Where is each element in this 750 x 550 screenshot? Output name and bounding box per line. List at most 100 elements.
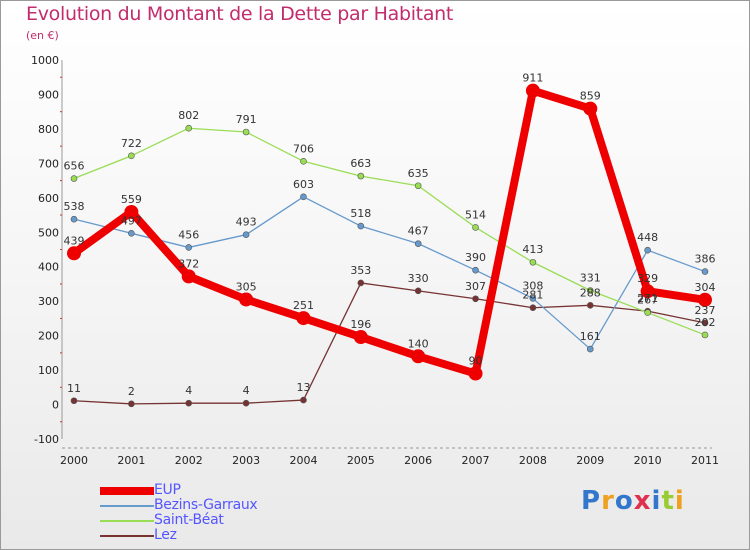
data-label-saint-b-at: 802 — [178, 109, 199, 122]
data-point-saint-b-at — [586, 287, 594, 294]
data-label-lez: 13 — [296, 381, 310, 394]
series-line-eup — [70, 86, 709, 378]
x-tick-label: 2006 — [404, 454, 432, 467]
y-tick-label: 700 — [38, 157, 59, 170]
x-tick-label: 2008 — [519, 454, 547, 467]
data-point-saint-b-at — [414, 182, 422, 190]
data-point-lez — [414, 287, 422, 295]
y-tick-label: 600 — [38, 192, 59, 205]
data-label-saint-b-at: 791 — [236, 113, 257, 126]
legend-swatch — [100, 535, 154, 537]
x-tick-label: 2007 — [462, 454, 490, 467]
x-tick-label: 2003 — [232, 454, 260, 467]
brand-letter: t — [661, 486, 675, 516]
data-label-saint-b-at: 635 — [408, 167, 429, 180]
data-label-saint-b-at: 722 — [121, 137, 142, 150]
data-label-eup: 911 — [522, 72, 543, 85]
data-label-bezins-garraux: 493 — [236, 216, 257, 229]
data-label-lez: 4 — [243, 384, 250, 397]
data-point-saint-b-at — [472, 224, 479, 231]
data-point-eup — [640, 284, 655, 299]
y-tick-label: 500 — [38, 226, 59, 239]
data-label-lez: 11 — [67, 382, 81, 395]
y-tick-label: 200 — [38, 330, 59, 343]
legend-swatch — [100, 520, 154, 522]
data-point-bezins-garraux — [185, 244, 193, 251]
y-tick-label: 400 — [38, 261, 59, 274]
data-point-saint-b-at — [242, 128, 250, 136]
data-label-bezins-garraux: 603 — [293, 178, 314, 191]
data-label-lez: 330 — [408, 272, 429, 285]
data-point-eup — [468, 366, 483, 381]
data-point-eup — [698, 292, 712, 307]
data-label-eup: 251 — [293, 299, 314, 312]
data-point-bezins-garraux — [242, 231, 250, 238]
data-label-saint-b-at: 514 — [465, 208, 486, 221]
data-label-lez: 281 — [522, 289, 543, 302]
x-tick-label: 2001 — [117, 454, 145, 467]
data-label-bezins-garraux: 161 — [580, 330, 601, 343]
data-point-lez — [70, 397, 78, 405]
data-label-saint-b-at: 267 — [637, 294, 658, 307]
data-label-eup: 372 — [178, 257, 199, 270]
brand-letter: r — [601, 486, 615, 516]
data-point-saint-b-at — [644, 309, 651, 316]
y-tick-label: -100 — [34, 433, 59, 446]
series-lines — [67, 83, 712, 408]
data-label-bezins-garraux: 386 — [695, 253, 716, 266]
data-point-lez — [300, 396, 307, 404]
data-point-bezins-garraux — [70, 215, 78, 223]
data-label-saint-b-at: 656 — [64, 160, 85, 173]
series-line-saint-b-at — [73, 127, 706, 336]
legend-label: Lez — [154, 527, 177, 543]
data-point-lez — [701, 319, 709, 327]
data-label-lez: 307 — [465, 280, 486, 293]
data-label-saint-b-at: 331 — [580, 272, 601, 285]
brand-letter: i — [651, 486, 662, 516]
data-label-lez: 4 — [185, 384, 192, 397]
x-tick-label: 2002 — [175, 454, 203, 467]
data-point-eup — [181, 269, 196, 284]
chart-title: Evolution du Montant de la Dette par Hab… — [26, 3, 454, 25]
y-tick-label: 800 — [38, 123, 59, 136]
data-point-lez — [529, 304, 537, 312]
x-tick-label: 2011 — [691, 454, 719, 467]
y-tick-label: 900 — [38, 88, 59, 101]
x-tick-label: 2004 — [289, 454, 317, 467]
data-point-eup — [525, 83, 540, 98]
data-label-bezins-garraux: 390 — [465, 251, 486, 264]
brand-letter: x — [633, 486, 652, 516]
data-label-lez: 288 — [580, 286, 601, 299]
data-label-bezins-garraux: 497 — [121, 214, 142, 227]
y-tick-label: 1000 — [31, 54, 59, 67]
data-point-saint-b-at — [357, 172, 365, 180]
chart-unit: (en €) — [26, 29, 59, 42]
data-label-saint-b-at: 663 — [350, 157, 371, 170]
data-point-bezins-garraux — [529, 295, 537, 302]
data-point-bezins-garraux — [414, 240, 422, 247]
data-point-lez — [586, 302, 594, 309]
data-point-eup — [411, 349, 426, 364]
data-point-saint-b-at — [70, 175, 78, 182]
data-label-bezins-garraux: 518 — [350, 207, 371, 220]
data-label-bezins-garraux: 456 — [178, 228, 199, 241]
y-tick-label: 100 — [38, 364, 59, 377]
data-point-eup — [583, 101, 598, 116]
series-line-bezins-garraux — [73, 196, 706, 350]
data-label-eup: 329 — [637, 272, 658, 285]
x-tick-label: 2000 — [60, 454, 88, 467]
brand-letter: o — [614, 486, 634, 516]
x-tick-label: 2010 — [634, 454, 662, 467]
data-label-eup: 439 — [64, 234, 85, 247]
data-label-bezins-garraux: 308 — [522, 279, 543, 292]
data-point-eup — [124, 204, 139, 219]
data-label-saint-b-at: 202 — [695, 316, 716, 329]
data-point-eup — [353, 330, 368, 345]
data-point-saint-b-at — [128, 152, 135, 160]
data-point-lez — [185, 399, 193, 407]
data-point-eup — [296, 311, 311, 326]
legend-label: EUP — [154, 482, 181, 498]
data-label-saint-b-at: 413 — [522, 243, 543, 256]
data-point-bezins-garraux — [357, 222, 365, 230]
